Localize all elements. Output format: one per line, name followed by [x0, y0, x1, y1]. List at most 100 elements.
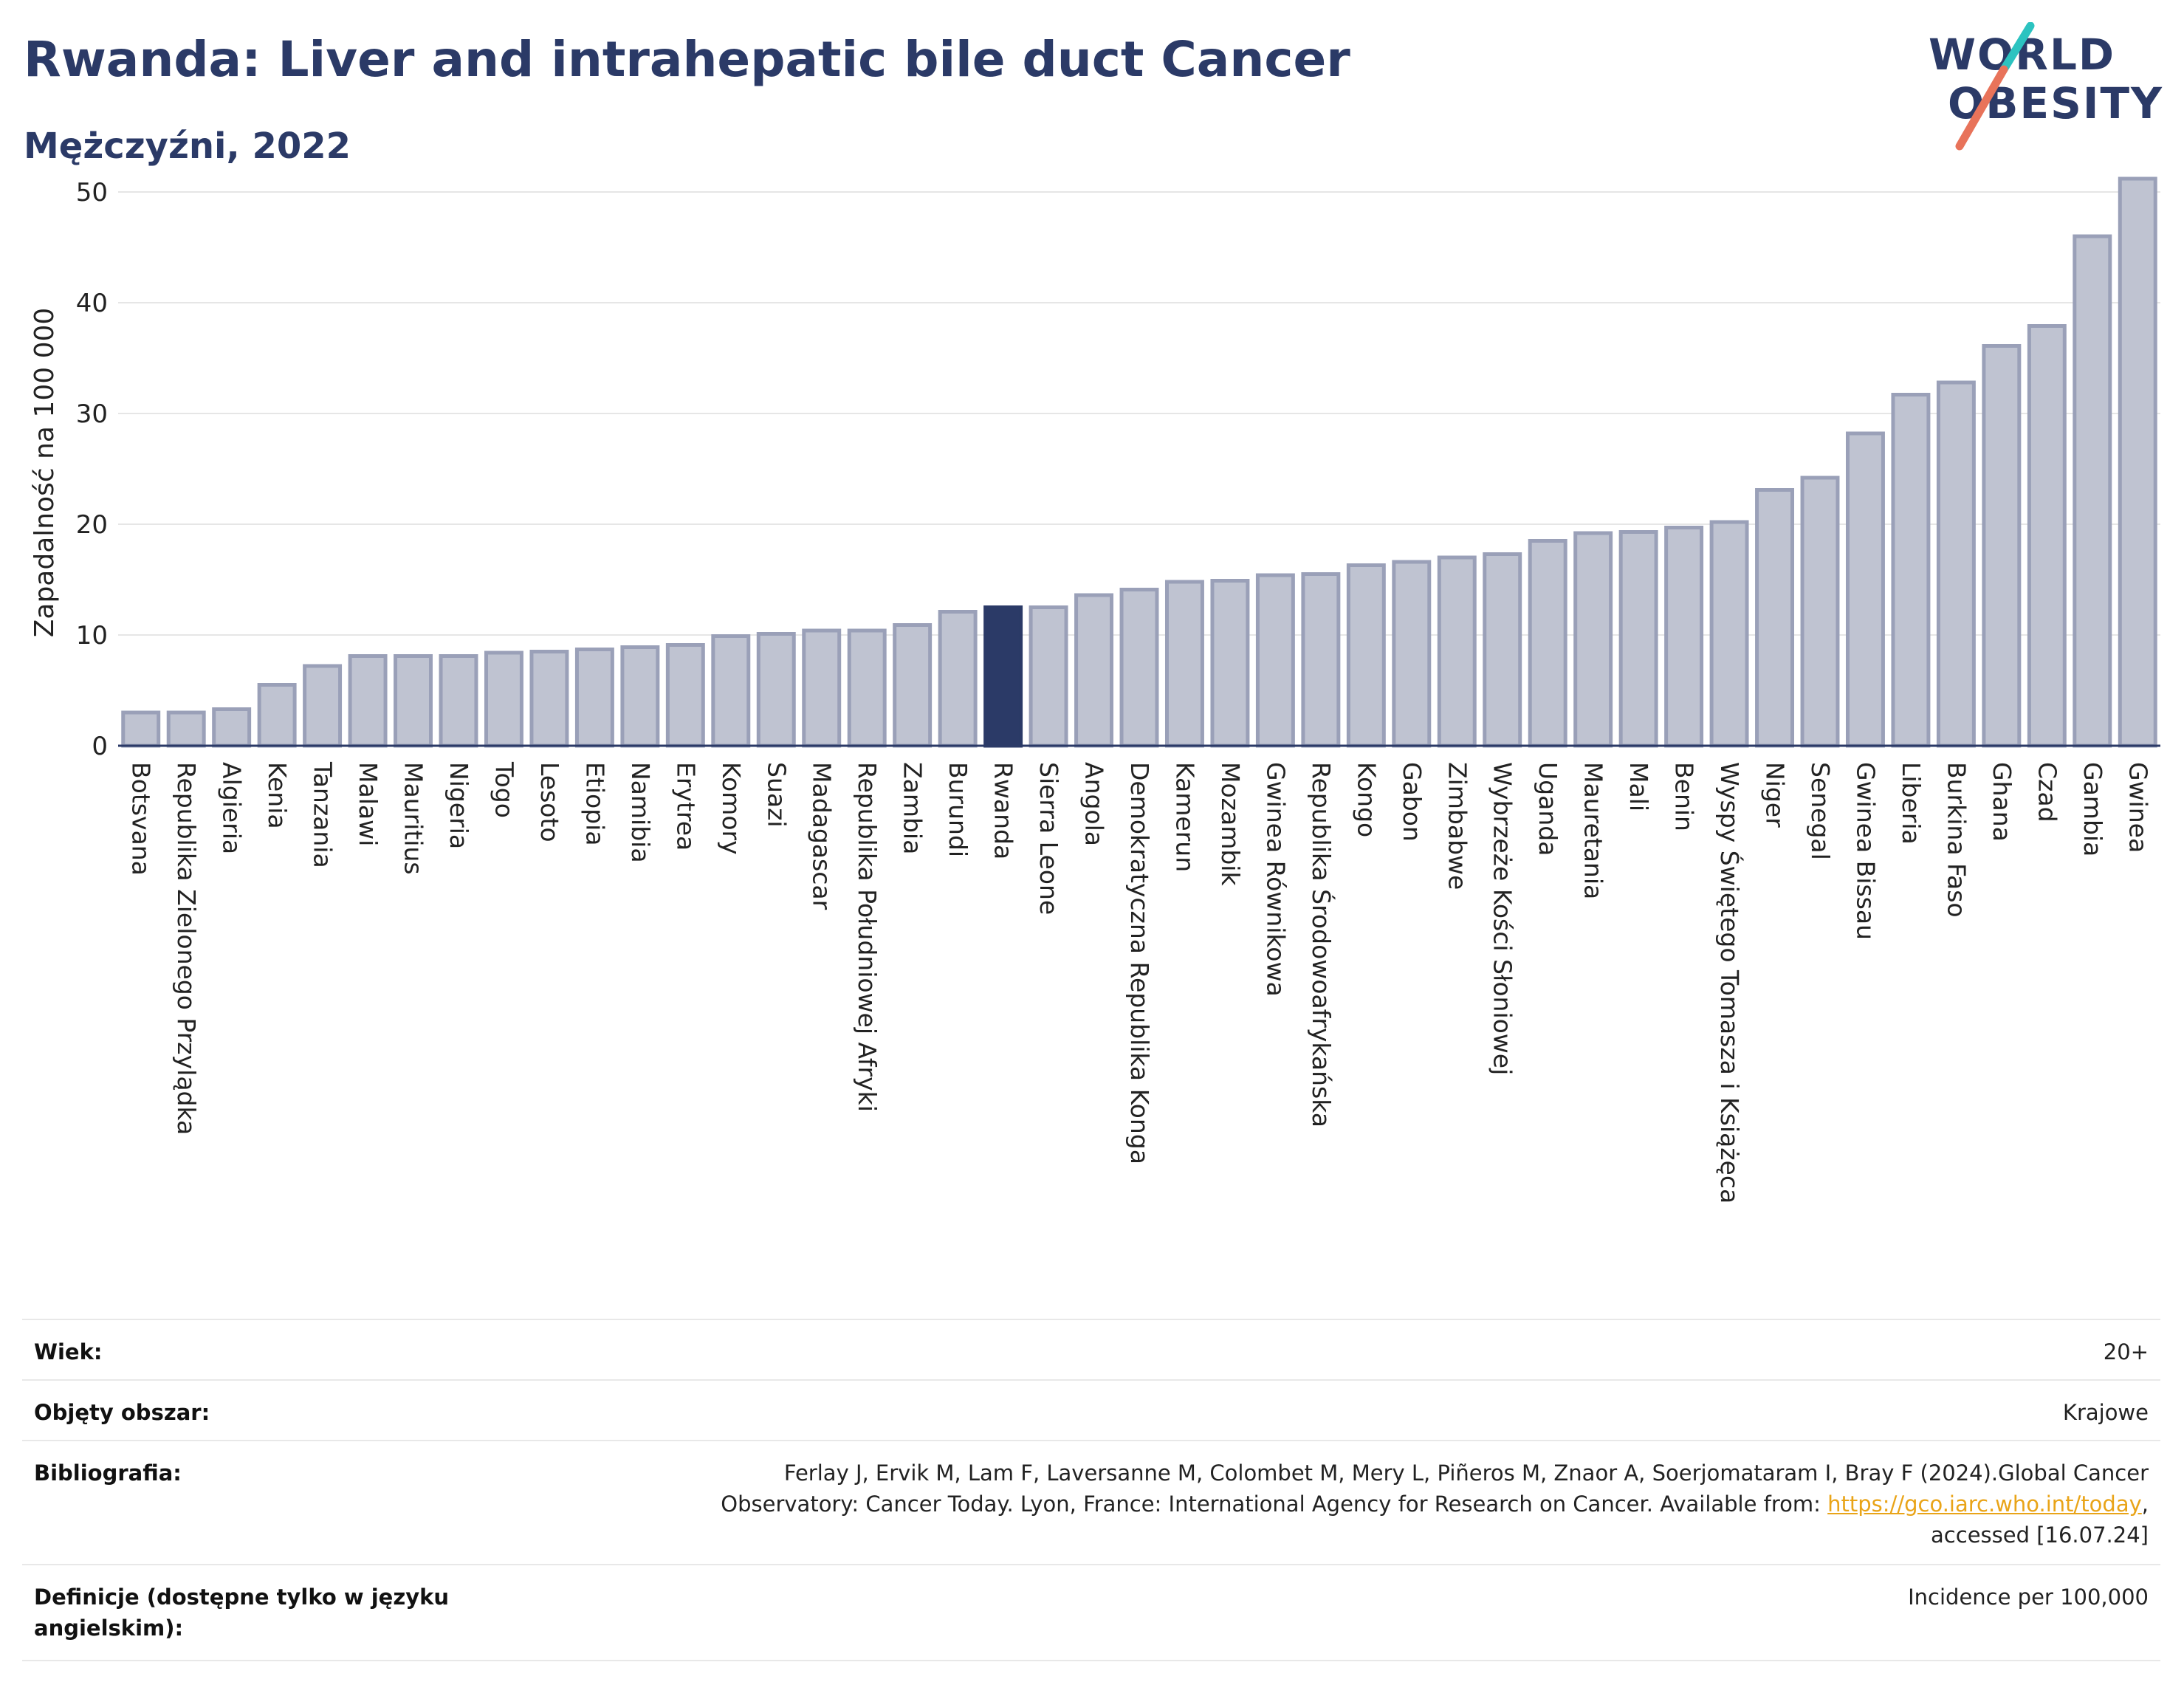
- bibliography-line-2-end: ,: [2141, 1491, 2149, 1517]
- category-label-20: Sierra Leone: [1034, 762, 1063, 915]
- bar-42: [2027, 324, 2067, 748]
- bar-21: [1074, 593, 1114, 748]
- page-subtitle: Mężczyźni, 2022: [24, 126, 351, 167]
- category-label-24: Mozambik: [1216, 762, 1245, 886]
- category-label-8: Togo: [490, 761, 518, 818]
- logo-slash-teal: [1999, 22, 2035, 74]
- bar-43: [2073, 234, 2112, 748]
- axes: 0 10 20 30 40 50: [76, 178, 2160, 761]
- category-label-35: Wyspy Świętego Tomasza i Książęca: [1715, 762, 1745, 1204]
- bar-36: [1755, 488, 1795, 748]
- category-label-26: Republika Środowoafrykańska: [1307, 762, 1336, 1127]
- definitions-label-line-2: angielskim):: [34, 1616, 184, 1641]
- bar-41: [1982, 344, 2022, 748]
- bar-14: [756, 632, 796, 748]
- y-tick-label-0: 0: [92, 732, 108, 761]
- category-label-29: Zimbabwe: [1443, 762, 1472, 890]
- definitions-label: Definicje (dostępne tylko w języku angie…: [34, 1582, 449, 1644]
- bar-13: [711, 634, 751, 748]
- category-label-7: Nigeria: [444, 762, 473, 849]
- category-label-31: Uganda: [1534, 762, 1562, 856]
- bibliography-text: Ferlay J, Ervik M, Lam F, Laversanne M, …: [450, 1458, 2149, 1551]
- category-label-11: Namibia: [626, 762, 655, 863]
- category-label-40: Burkina Faso: [1942, 762, 1971, 918]
- bibliography-link[interactable]: https://gco.iarc.who.int/today: [1827, 1491, 2142, 1517]
- category-label-15: Madagascar: [808, 762, 837, 910]
- category-label-38: Gwinea Bissau: [1851, 762, 1880, 940]
- category-label-18: Burundi: [944, 762, 972, 857]
- category-label-34: Benin: [1670, 762, 1699, 831]
- bibliography-line-3: accessed [16.07.24]: [1931, 1522, 2149, 1548]
- category-label-36: Niger: [1761, 762, 1790, 828]
- bar-11: [620, 645, 660, 748]
- category-label-28: Gabon: [1398, 762, 1426, 842]
- definitions-label-line-1: Definicje (dostępne tylko w języku: [34, 1585, 450, 1610]
- footer-row-bibliography: Bibliografia: Ferlay J, Ervik M, Lam F, …: [22, 1440, 2160, 1565]
- bar-44: [2118, 176, 2157, 748]
- category-label-21: Angola: [1080, 762, 1109, 846]
- category-label-0: Botsvana: [127, 762, 156, 876]
- y-tick-label-30: 30: [76, 399, 108, 429]
- category-label-19: Rwanda: [989, 762, 1018, 859]
- bar-19: [983, 605, 1023, 748]
- bar-10: [574, 648, 614, 748]
- category-label-39: Liberia: [1897, 762, 1926, 845]
- y-tick-label-20: 20: [76, 510, 108, 540]
- footer-row-age: Wiek: 20+: [22, 1319, 2160, 1381]
- category-label-37: Senegal: [1806, 762, 1835, 860]
- bar-6: [394, 654, 433, 748]
- bar-12: [665, 643, 705, 748]
- bibliography-line-1: Ferlay J, Ervik M, Lam F, Laversanne M, …: [783, 1460, 2149, 1486]
- category-label-12: Erytrea: [671, 762, 700, 851]
- y-axis-label: Zapadalność na 100 000: [30, 308, 60, 638]
- bar-1: [166, 710, 206, 748]
- bar-2: [212, 707, 252, 748]
- bars: [121, 176, 2157, 748]
- category-label-6: Mauritius: [399, 762, 428, 875]
- category-label-3: Kenia: [263, 762, 292, 829]
- category-label-2: Algieria: [218, 762, 247, 854]
- bibliography-label: Bibliografia:: [34, 1460, 182, 1486]
- bar-22: [1119, 588, 1159, 748]
- coverage-label: Objęty obszar:: [34, 1400, 210, 1425]
- bar-3: [257, 683, 297, 748]
- bar-37: [1800, 476, 1840, 748]
- bar-29: [1437, 555, 1477, 748]
- coverage-value: Krajowe: [2062, 1400, 2149, 1425]
- category-label-4: Tanzania: [309, 761, 337, 868]
- page-title: Rwanda: Liver and intrahepatic bile duct…: [24, 31, 1350, 88]
- category-labels: Botsvana Republika Zielonego Przylądka Alg…: [127, 761, 2153, 1204]
- category-label-22: Demokratyczna Republika Konga: [1125, 762, 1154, 1164]
- footer-row-coverage: Objęty obszar: Krajowe: [22, 1379, 2160, 1441]
- category-label-13: Komory: [717, 762, 746, 855]
- definitions-value: Incidence per 100,000: [1908, 1585, 2149, 1610]
- world-obesity-logo: WORLD OBESITY: [1929, 22, 2162, 151]
- category-label-1: Republika Zielonego Przylądka: [172, 762, 201, 1135]
- category-label-27: Kongo: [1352, 762, 1381, 837]
- category-label-25: Gwinea Równikowa: [1261, 762, 1290, 997]
- bar-chart: 0 10 20 30 40 50 Botsvana Republika Zielonego …: [30, 176, 2160, 1204]
- bar-16: [847, 628, 887, 748]
- bar-27: [1346, 563, 1386, 748]
- bar-34: [1664, 526, 1704, 748]
- bar-25: [1255, 573, 1295, 748]
- category-label-32: Mauretania: [1579, 762, 1608, 899]
- y-tick-label-10: 10: [76, 621, 108, 650]
- category-label-44: Gwinea: [2123, 762, 2152, 853]
- category-label-16: Republika Południowej Afryki: [853, 762, 882, 1112]
- bar-9: [529, 650, 569, 748]
- bar-28: [1392, 560, 1432, 748]
- bar-7: [439, 654, 478, 748]
- logo-slash-coral: [1955, 65, 2008, 151]
- category-label-10: Etiopia: [580, 762, 609, 846]
- bar-15: [802, 628, 842, 748]
- bar-0: [121, 710, 161, 748]
- category-label-42: Czad: [2033, 762, 2061, 823]
- category-label-30: Wybrzeże Kości Słoniowej: [1488, 762, 1517, 1075]
- bar-4: [303, 664, 343, 748]
- age-label: Wiek:: [34, 1339, 103, 1364]
- bar-5: [348, 654, 388, 748]
- bar-20: [1029, 605, 1068, 748]
- category-label-14: Suazi: [762, 762, 791, 828]
- age-value: 20+: [2103, 1339, 2149, 1364]
